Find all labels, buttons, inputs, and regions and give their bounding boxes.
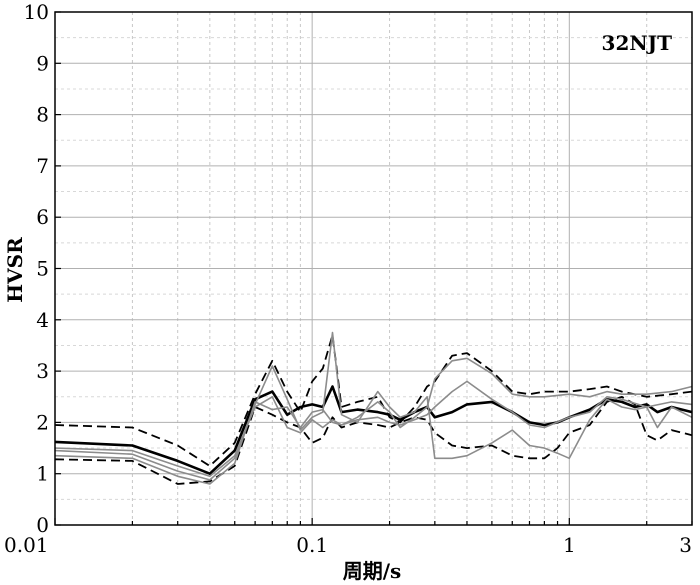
- y-tick-label: 6: [36, 205, 49, 229]
- station-label: 32NJT: [602, 31, 673, 55]
- y-tick-label: 3: [36, 359, 49, 383]
- series-line-component-ew: [54, 357, 693, 485]
- x-axis-label: 周期/s: [343, 559, 402, 583]
- y-tick-label: 4: [36, 308, 49, 332]
- y-axis-label: HVSR: [3, 237, 27, 303]
- y-tick-label: 10: [24, 0, 49, 24]
- y-tick-label: 9: [36, 51, 49, 75]
- x-tick-label: 0.01: [4, 533, 49, 557]
- x-tick-label: 1: [563, 533, 576, 557]
- series-layer: [54, 331, 693, 485]
- y-tick-label: 5: [36, 257, 49, 281]
- y-tick-label: 7: [36, 154, 49, 178]
- series-line-lower-dashed: [54, 395, 693, 485]
- tick-marks: [54, 11, 693, 526]
- x-tick-label: 0.1: [296, 533, 328, 557]
- y-tick-labels: 0 1 2 3 4 5 6 7 8 9 10: [24, 0, 49, 537]
- y-tick-label: 0: [36, 513, 49, 537]
- y-tick-label: 1: [36, 462, 49, 486]
- x-tick-label: 3: [679, 533, 692, 557]
- y-tick-label: 2: [36, 410, 49, 434]
- y-tick-label: 8: [36, 103, 49, 127]
- major-gridlines: [55, 12, 692, 525]
- series-line-upper-dashed: [54, 334, 693, 467]
- series-line-component-ud: [54, 380, 693, 478]
- x-tick-labels: 0.01 0.1 1 3: [4, 533, 692, 557]
- series-line-component-ns: [54, 331, 693, 481]
